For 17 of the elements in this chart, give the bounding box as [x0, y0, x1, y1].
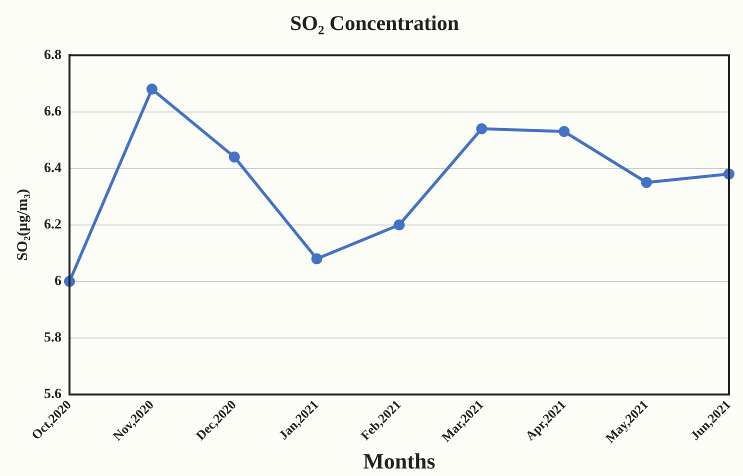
- point: [146, 84, 158, 95]
- y-tick-label: 6.8: [44, 48, 62, 63]
- y-tick-label: 6.4: [44, 160, 62, 176]
- point: [311, 253, 322, 264]
- y-tick-label: 5.8: [44, 330, 62, 346]
- y-tick-label: 6.6: [44, 104, 62, 120]
- y-axis-title: SO₂(μg/m₃): [14, 189, 31, 261]
- chart-title: SO₂ Concentration: [290, 11, 460, 36]
- point: [228, 152, 240, 162]
- point: [476, 123, 488, 134]
- x-axis-title: Months: [363, 448, 436, 474]
- y-tick-label: 6: [54, 274, 62, 290]
- point: [558, 126, 570, 138]
- y-tick-label: 6.2: [44, 217, 62, 232]
- point: [394, 219, 405, 230]
- point: [641, 176, 652, 188]
- y-tick-label: 5.6: [44, 387, 62, 402]
